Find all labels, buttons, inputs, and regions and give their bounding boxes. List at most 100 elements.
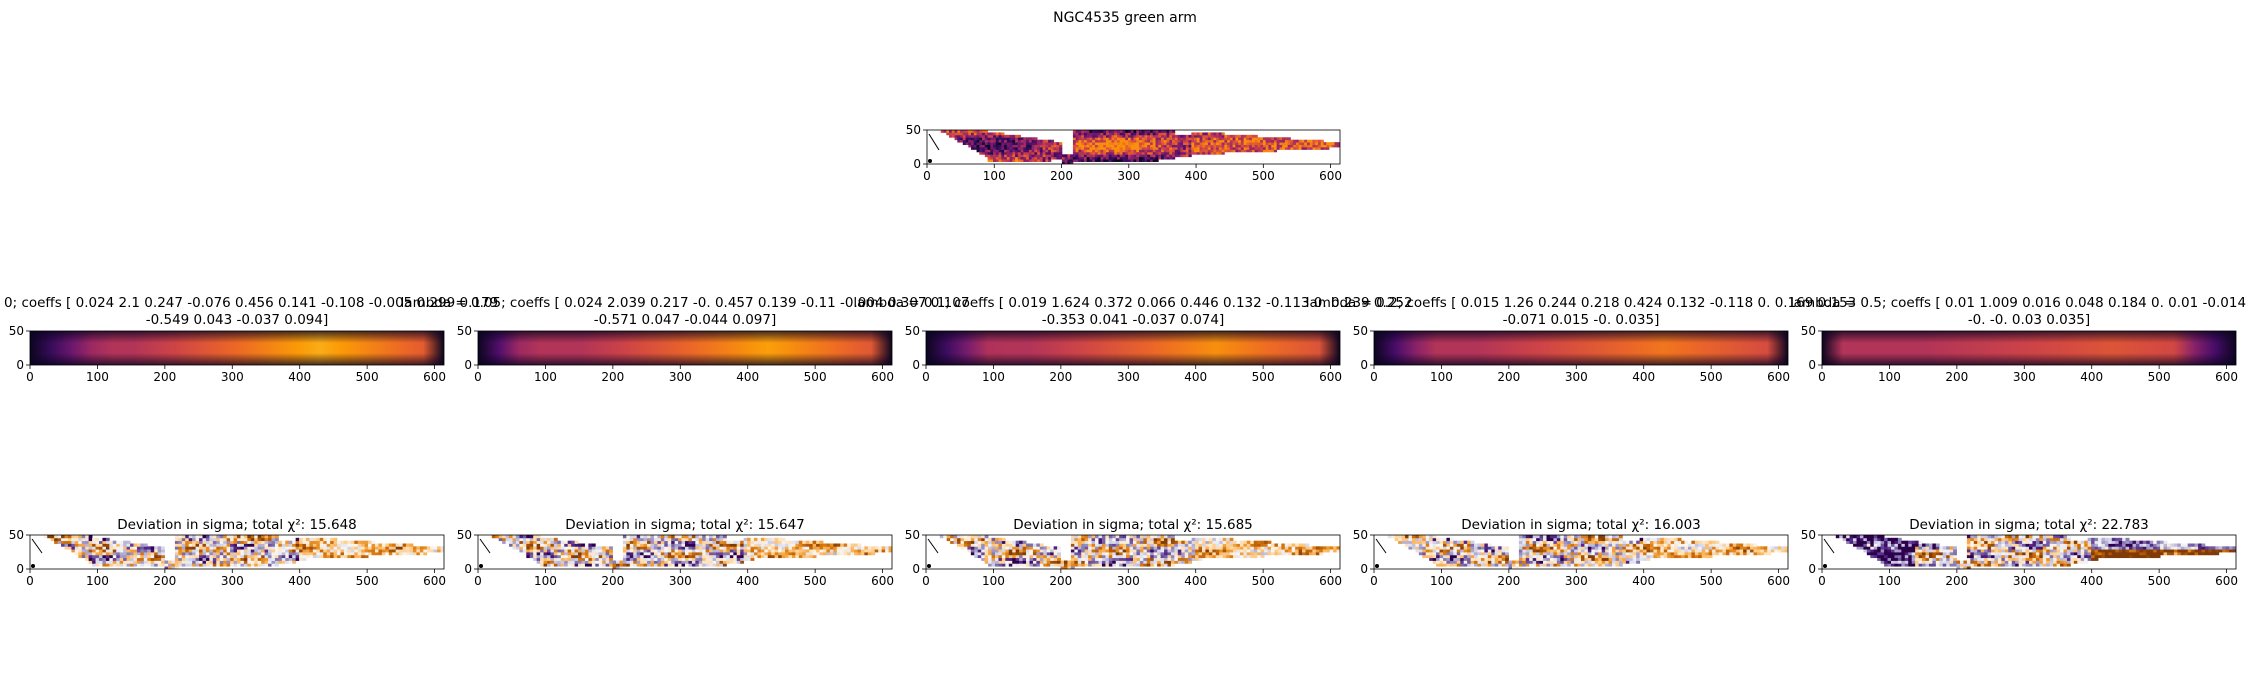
deviation-pixel [1650,540,1654,544]
data-pixel [1213,147,1217,150]
deviation-pixel [1139,540,1144,544]
data-pixel [1094,134,1099,138]
deviation-pixel [1095,552,1099,556]
data-pixel [1205,137,1209,141]
data-pixel [1009,154,1013,158]
data-pixel [1125,159,1129,162]
deviation-pixel [736,560,741,564]
data-pixel [1147,142,1151,145]
data-pixel [1092,144,1096,148]
data-pixel [1337,142,1340,145]
data-pixel [1081,139,1085,143]
deviation-pixel [1453,549,1458,553]
data-pixel [976,130,980,133]
deviation-pixel [237,540,241,544]
data-pixel [1304,139,1308,143]
deviation-pixel [1532,546,1537,550]
deviation-pixel [1615,546,1620,550]
data-pixel [1202,147,1206,150]
data-pixel [971,137,975,141]
deviation-pixel [181,549,186,553]
deviation-pixel [688,560,693,564]
deviation-pixel [343,546,348,550]
deviation-pixel [774,549,779,553]
deviation-pixel [1136,549,1141,553]
deviation-pixel [1233,549,1237,553]
deviation-pixel [261,554,265,559]
data-pixel [1092,156,1096,160]
deviation-pixel [1460,552,1465,556]
deviation-pixel [1897,560,1902,564]
deviation-pixel [660,563,665,567]
deviation-pixel [1212,546,1217,550]
data-pixel [987,132,991,136]
deviation-pixel [767,552,772,556]
deviation-pixel [1439,552,1444,556]
deviation-pixel [1866,543,1871,547]
deviation-pixel [1480,552,1485,556]
deviation-pixel [674,557,679,561]
deviation-pixel [1133,546,1137,550]
data-pixel [995,149,999,153]
deviation-pixel [664,560,669,564]
deviation-pixel [1425,549,1430,553]
deviation-pixel [588,552,593,556]
deviation-pixel [1146,554,1151,559]
deviation-pixel [540,549,544,553]
deviation-pixel [1150,563,1155,567]
deviation-pixel [1760,549,1765,553]
data-pixel [1174,149,1178,153]
deviation-pixel [557,563,562,567]
deviation-pixel [271,546,276,550]
deviation-pixel [1618,540,1623,544]
deviation-pixel [602,552,607,556]
deviation-pixel [343,554,348,559]
deviation-pixel [1866,535,1871,539]
deviation-pixel [181,540,186,544]
deviation-pixel [147,563,152,567]
deviation-pixel [226,546,231,550]
data-pixel [1323,142,1327,145]
deviation-pixel [691,557,696,561]
data-pixel [1023,147,1027,150]
data-pixel [1216,151,1220,155]
deviation-pixel [974,540,979,544]
data-pixel [1199,151,1203,155]
data-pixel [1037,151,1041,155]
deviation-pixel [1153,549,1158,553]
deviation-pixel [970,537,975,542]
data-pixel [1163,149,1167,153]
deviation-pixel [219,563,224,567]
data-pixel [984,139,988,143]
deviation-pixel [140,546,145,550]
deviation-pixel [1608,543,1613,547]
deviation-pixel [1756,549,1761,553]
deviation-pixel [1846,537,1850,542]
deviation-pixel [1581,563,1585,567]
deviation-pixel [1612,549,1616,553]
deviation-pixel [1522,554,1527,559]
deviation-pixel [1084,552,1089,556]
deviation-pixel [274,546,279,550]
deviation-pixel [543,543,548,547]
deviation-pixel [1612,563,1616,567]
data-pixel [1127,154,1132,158]
deviation-pixel [550,557,555,561]
deviation-pixel [278,552,283,556]
deviation-pixel [1191,552,1196,556]
deviation-pixel [836,543,841,547]
data-pixel [1227,144,1231,148]
deviation-pixel [1053,560,1058,564]
deviation-pixel [1432,554,1437,559]
deviation-pixel [178,554,183,559]
deviation-pixel [1587,537,1592,542]
deviation-pixel [1870,543,1875,547]
deviation-pixel [1243,540,1248,544]
deviation-pixel [378,549,383,553]
deviation-pixel [1046,563,1051,567]
deviation-pixel [698,546,703,550]
deviation-pixel [743,549,748,553]
data-pixel [1111,130,1115,133]
deviation-pixel [515,535,520,539]
deviation-pixel [109,554,114,559]
